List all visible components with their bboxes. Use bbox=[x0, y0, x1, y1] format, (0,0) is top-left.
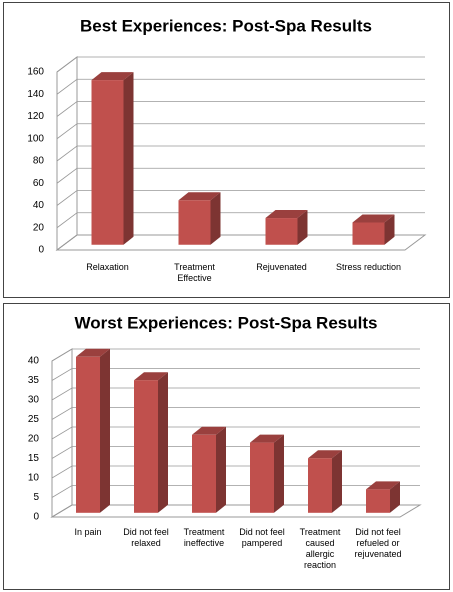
bar-front bbox=[134, 380, 158, 513]
bar-front bbox=[178, 200, 211, 245]
grid-line bbox=[56, 212, 425, 229]
bar-front bbox=[265, 218, 298, 245]
bar bbox=[134, 372, 168, 513]
y-tick-label: 120 bbox=[27, 111, 44, 122]
grid-line bbox=[51, 387, 420, 401]
bar-top bbox=[265, 210, 308, 219]
bar-side bbox=[158, 372, 168, 513]
bar-front bbox=[91, 80, 124, 245]
grid-line bbox=[51, 446, 420, 459]
bar-side bbox=[384, 214, 395, 245]
y-tick-label: 20 bbox=[33, 222, 45, 233]
grid-line bbox=[56, 167, 425, 184]
bar-top bbox=[91, 72, 134, 81]
bar bbox=[76, 348, 110, 513]
bar-top bbox=[352, 214, 395, 223]
grid-line bbox=[56, 56, 425, 73]
x-tick-label: Treatment caused allergic reaction bbox=[299, 527, 341, 570]
x-tick-label: Did not feel relaxed bbox=[123, 527, 169, 548]
bar bbox=[91, 72, 134, 245]
grid-line bbox=[56, 234, 425, 251]
grid-line bbox=[51, 348, 420, 362]
bar-top bbox=[366, 481, 400, 490]
y-tick-label: 0 bbox=[33, 512, 39, 523]
y-tick-label: 10 bbox=[28, 473, 40, 484]
bar bbox=[352, 214, 395, 245]
bar-front bbox=[308, 458, 332, 513]
bar-side bbox=[216, 426, 226, 513]
bar-side bbox=[100, 348, 110, 513]
bar bbox=[192, 426, 226, 513]
bar-side bbox=[123, 72, 134, 245]
bar-side bbox=[274, 434, 284, 513]
bar bbox=[178, 192, 221, 245]
y-tick-label: 140 bbox=[27, 89, 44, 100]
x-tick-label: Treatment ineffective bbox=[183, 527, 225, 548]
x-tick-label: Treatment Effective bbox=[174, 262, 215, 283]
bar-top bbox=[76, 348, 110, 357]
bar-front bbox=[250, 442, 274, 513]
x-tick-label: Rejuvenated bbox=[256, 262, 307, 272]
bar-top bbox=[250, 434, 284, 443]
bar bbox=[308, 450, 342, 513]
bar-top bbox=[308, 450, 342, 459]
grid-line bbox=[56, 190, 425, 206]
bar-side bbox=[210, 192, 221, 245]
bar-top bbox=[134, 372, 168, 381]
bar-front bbox=[76, 356, 100, 513]
y-tick-label: 0 bbox=[38, 245, 44, 256]
y-tick-label: 160 bbox=[27, 67, 44, 78]
grid-line bbox=[51, 465, 420, 479]
bar-side bbox=[332, 450, 342, 513]
bar-side bbox=[390, 481, 400, 513]
chart-title: Worst Experiences: Post-Spa Results bbox=[75, 313, 378, 332]
y-tick-label: 5 bbox=[33, 492, 39, 503]
bar-front bbox=[352, 222, 385, 245]
bar-top bbox=[192, 426, 226, 435]
y-tick-label: 25 bbox=[28, 414, 40, 425]
x-tick-label: Stress reduction bbox=[335, 262, 402, 272]
y-tick-label: 15 bbox=[28, 453, 40, 464]
grid-line bbox=[51, 368, 420, 381]
y-tick-label: 60 bbox=[33, 178, 45, 189]
bar-side bbox=[297, 210, 308, 245]
y-tick-label: 20 bbox=[28, 434, 40, 445]
chart-frame bbox=[3, 2, 450, 298]
grid-line bbox=[56, 123, 425, 140]
chart-title: Best Experiences: Post-Spa Results bbox=[80, 16, 372, 35]
x-tick-label: Relaxation bbox=[86, 262, 129, 272]
x-tick-label: In pain bbox=[74, 527, 102, 537]
grid-line bbox=[51, 504, 420, 518]
grid-line bbox=[56, 101, 425, 117]
y-tick-label: 80 bbox=[33, 156, 45, 167]
grid-line bbox=[51, 485, 420, 498]
y-tick-label: 30 bbox=[28, 395, 40, 406]
y-tick-label: 35 bbox=[28, 375, 40, 386]
bar bbox=[265, 210, 308, 245]
grid-line bbox=[56, 145, 425, 162]
grid-line bbox=[51, 426, 420, 440]
bar-top bbox=[178, 192, 221, 201]
grid-line bbox=[51, 407, 420, 420]
y-tick-label: 40 bbox=[28, 356, 40, 367]
grid-line bbox=[56, 78, 425, 95]
bar-front bbox=[366, 489, 390, 513]
bar bbox=[250, 434, 284, 513]
bar bbox=[366, 481, 400, 513]
x-tick-label: Did not feel pampered bbox=[239, 527, 285, 548]
y-tick-label: 40 bbox=[33, 200, 45, 211]
x-tick-label: Did not feel refueled or rejuvenated bbox=[354, 527, 402, 559]
bar-front bbox=[192, 434, 216, 513]
y-tick-label: 100 bbox=[27, 133, 44, 144]
